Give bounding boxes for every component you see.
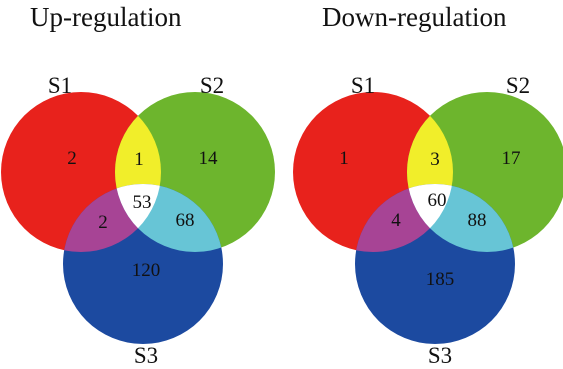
- overlap-s2-s3: [115, 184, 223, 252]
- venn-up-regulation: S1 S2 S3 2 1 14 53 2 68 120: [1, 73, 275, 368]
- count-s1-only: 2: [67, 148, 77, 169]
- set-label-s1: S1: [351, 73, 375, 98]
- count-s2-only: 17: [502, 148, 521, 169]
- count-s1-s3: 4: [391, 210, 401, 231]
- count-all: 60: [428, 190, 447, 211]
- set-label-s2: S2: [200, 73, 224, 98]
- set-label-s3: S3: [428, 343, 452, 368]
- count-s1-s3: 2: [98, 212, 108, 233]
- overlap-s1-s3: [355, 184, 453, 252]
- count-s3-only: 185: [426, 269, 455, 290]
- count-s2-s3: 68: [176, 210, 195, 231]
- count-all: 53: [133, 192, 152, 213]
- set-label-s1: S1: [48, 73, 72, 98]
- count-s3-only: 120: [132, 260, 161, 281]
- set-label-s3: S3: [134, 343, 158, 368]
- set-label-s2: S2: [506, 73, 530, 98]
- venn-down-regulation: S1 S2 S3 1 3 17 60 4 88 185: [293, 73, 563, 368]
- panel-title-down-regulation: Down-regulation: [322, 2, 507, 32]
- count-s2-only: 14: [199, 148, 219, 169]
- overlap-s1-s3: [63, 184, 161, 252]
- count-s1-s2: 3: [430, 149, 440, 170]
- panel-title-up-regulation: Up-regulation: [30, 2, 182, 32]
- overlap-s2-s3: [407, 184, 515, 252]
- count-s1-s2: 1: [134, 149, 144, 170]
- count-s1-only: 1: [339, 148, 349, 169]
- count-s2-s3: 88: [468, 210, 487, 231]
